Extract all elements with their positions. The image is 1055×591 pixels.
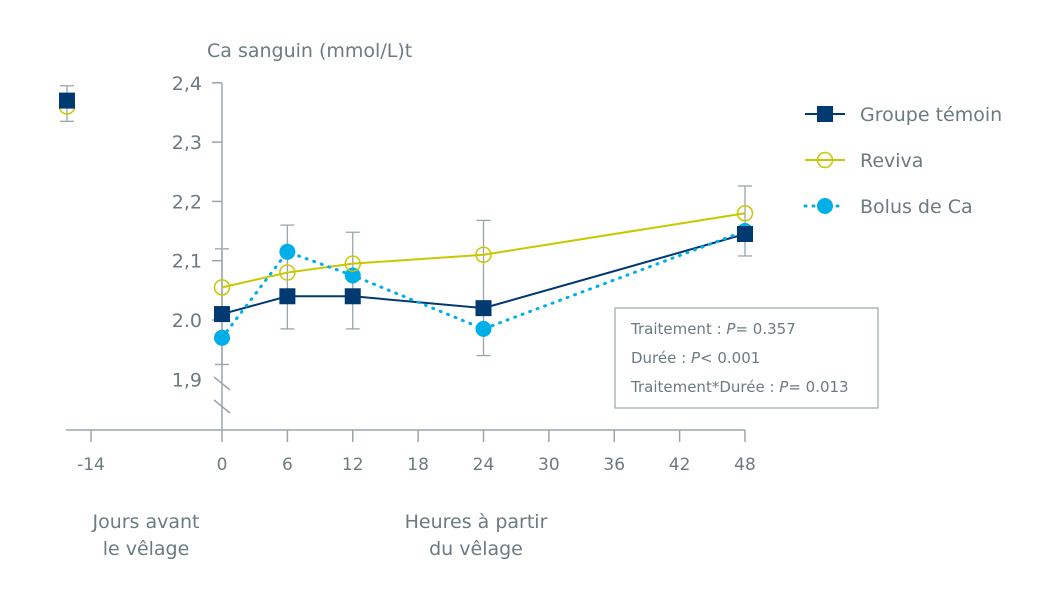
legend-marker-icon — [817, 106, 833, 122]
data-point — [475, 300, 492, 317]
y-tick-label: 2,2 — [172, 191, 202, 213]
series-line-1 — [221, 212, 746, 289]
legend-marker-icon — [817, 198, 833, 214]
data-point — [213, 279, 231, 296]
legend-marker-icon — [816, 151, 834, 169]
x-tick-label: 36 — [603, 455, 625, 475]
stats-line: Durée : P< 0.001 — [631, 349, 760, 367]
x-tick-label: 48 — [734, 455, 756, 475]
data-point — [279, 264, 296, 281]
data-point — [475, 246, 492, 264]
x-axis-label-hours: du vêlage — [429, 538, 523, 560]
y-tick-label: 2,1 — [172, 251, 202, 273]
x-tick-label: 30 — [538, 455, 560, 475]
legend-label: Bolus de Ca — [860, 196, 973, 218]
x-tick-label: 18 — [407, 455, 429, 475]
data-point — [475, 320, 492, 337]
x-tick-label: 42 — [669, 455, 691, 475]
data-point — [59, 92, 75, 109]
y-tick-label: 1,9 — [172, 369, 202, 391]
y-tick-label: 2.0 — [172, 310, 202, 332]
y-tick-label: 2,4 — [172, 73, 202, 95]
x-tick-label: -14 — [77, 455, 105, 475]
legend-item: Bolus de Ca — [803, 196, 973, 218]
data-point — [344, 255, 361, 272]
data-point — [279, 243, 296, 260]
x-tick-label: 0 — [217, 455, 228, 475]
x-axis-label-days: Jours avant — [91, 511, 199, 533]
x-axis-label-days: le vêlage — [103, 538, 190, 560]
stats-box — [614, 307, 879, 409]
axis-break-mark — [213, 399, 231, 414]
legend-label: Reviva — [860, 150, 923, 172]
y-axis-label: Ca sanguin (mmol/L)t — [207, 40, 412, 62]
data-point — [214, 306, 230, 323]
data-point — [344, 288, 361, 305]
axis-break-mark — [213, 376, 231, 391]
x-tick-label: 24 — [473, 455, 495, 475]
data-point — [344, 267, 361, 284]
x-axis-label-hours: Heures à partir — [405, 511, 548, 533]
x-tick-label: 6 — [282, 455, 293, 475]
legend-item: Groupe témoin — [805, 104, 1002, 126]
stats-line: Traitement*Durée : P= 0.013 — [630, 378, 849, 396]
data-point — [737, 226, 753, 243]
legend-label: Groupe témoin — [860, 104, 1002, 126]
x-tick-label: 12 — [342, 455, 364, 475]
stats-line: Traitement : P= 0.357 — [630, 320, 796, 338]
data-point — [214, 329, 230, 346]
data-point — [736, 205, 754, 222]
y-tick-label: 2,3 — [172, 132, 202, 154]
legend-item: Reviva — [805, 150, 923, 172]
data-point — [279, 288, 296, 305]
